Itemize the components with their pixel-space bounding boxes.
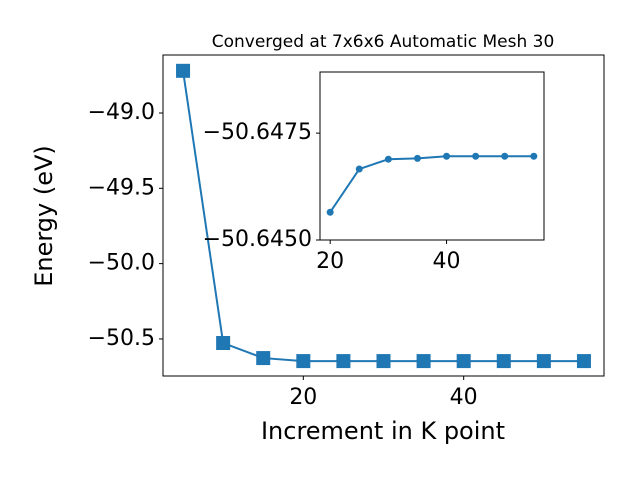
marker — [216, 336, 231, 351]
y-tick-label: −50.5 — [88, 326, 155, 351]
x-tick-label: 40 — [450, 385, 478, 410]
marker — [176, 63, 191, 78]
marker — [326, 208, 334, 216]
x-tick-label: 40 — [433, 249, 461, 274]
marker — [472, 152, 480, 160]
marker — [530, 152, 538, 160]
marker — [501, 152, 509, 160]
marker — [416, 354, 431, 369]
chart-title: Converged at 7x6x6 Automatic Mesh 30 — [212, 32, 555, 52]
y-axis-label: Energy (eV) — [30, 145, 58, 287]
marker — [576, 354, 591, 369]
marker — [336, 354, 351, 369]
marker — [256, 351, 271, 366]
y-tick-label: −50.6450 — [203, 227, 312, 252]
marker — [456, 354, 471, 369]
data-line — [329, 155, 534, 213]
marker — [496, 354, 511, 369]
y-tick-label: −50.0 — [88, 251, 155, 276]
x-tick-label: 20 — [316, 249, 344, 274]
marker — [296, 354, 311, 369]
marker — [413, 154, 421, 162]
x-axis-label: Increment in K point — [261, 417, 505, 445]
marker — [355, 165, 363, 173]
x-tick-label: 20 — [289, 385, 317, 410]
y-tick-label: −49.0 — [88, 100, 155, 125]
marker — [376, 354, 391, 369]
y-tick-label: −50.6475 — [203, 120, 312, 145]
marker — [536, 354, 551, 369]
y-tick-label: −49.5 — [88, 175, 155, 200]
marker — [443, 152, 451, 160]
marker — [384, 155, 392, 163]
